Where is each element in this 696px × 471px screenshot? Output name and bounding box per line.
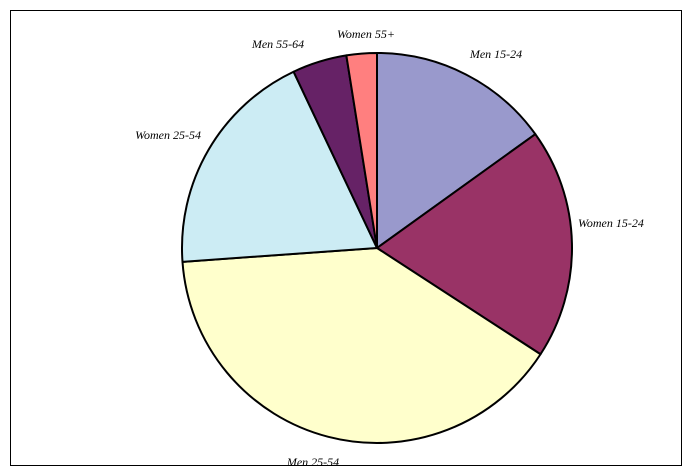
pie-slice-women-15-24 <box>376 133 573 356</box>
pie-slice-women-55 <box>345 51 378 249</box>
pie-slice-women-25-54 <box>181 70 378 263</box>
slice-label-men-55-64: Men 55-64 <box>251 37 304 51</box>
slice-label-women-25-54: Women 25-54 <box>135 128 201 142</box>
pie-slice-men-25-54 <box>181 247 542 444</box>
pie-labels: Men 15-24 Women 15-24 Men 25-54 Women 25-54… <box>135 27 644 469</box>
pie-slice-men-15-24 <box>376 52 537 249</box>
slice-label-men-15-24: Men 15-24 <box>469 47 522 61</box>
slice-label-men-25-54: Men 25-54 <box>286 455 339 469</box>
pie-slices <box>181 51 573 444</box>
slice-label-women-15-24: Women 15-24 <box>578 216 644 230</box>
slice-label-women-55: Women 55+ <box>337 27 395 41</box>
